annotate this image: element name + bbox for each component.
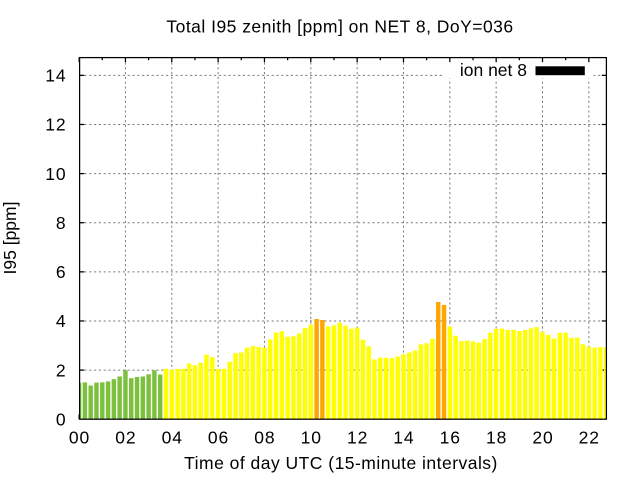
svg-text:Total I95 zenith [ppm] on NET: Total I95 zenith [ppm] on NET 8, DoY=036 (166, 17, 513, 37)
svg-text:10: 10 (45, 164, 66, 184)
svg-text:4: 4 (56, 311, 67, 331)
svg-text:02: 02 (115, 428, 136, 448)
svg-text:ion net 8: ion net 8 (460, 60, 527, 80)
svg-text:12: 12 (45, 115, 66, 135)
svg-text:14: 14 (45, 66, 66, 86)
svg-text:12: 12 (347, 428, 368, 448)
svg-text:0: 0 (56, 409, 67, 429)
svg-text:10: 10 (301, 428, 322, 448)
svg-text:2: 2 (56, 360, 67, 380)
svg-text:14: 14 (393, 428, 414, 448)
svg-text:8: 8 (56, 213, 67, 233)
svg-text:06: 06 (208, 428, 229, 448)
svg-text:00: 00 (69, 428, 90, 448)
svg-text:20: 20 (532, 428, 553, 448)
svg-text:Time of day UTC (15-minute int: Time of day UTC (15-minute intervals) (184, 453, 498, 473)
svg-text:6: 6 (56, 262, 67, 282)
svg-text:I95 [ppm]: I95 [ppm] (0, 202, 20, 275)
svg-text:22: 22 (579, 428, 600, 448)
svg-text:16: 16 (440, 428, 461, 448)
svg-text:18: 18 (486, 428, 507, 448)
svg-text:08: 08 (254, 428, 275, 448)
svg-text:04: 04 (162, 428, 183, 448)
